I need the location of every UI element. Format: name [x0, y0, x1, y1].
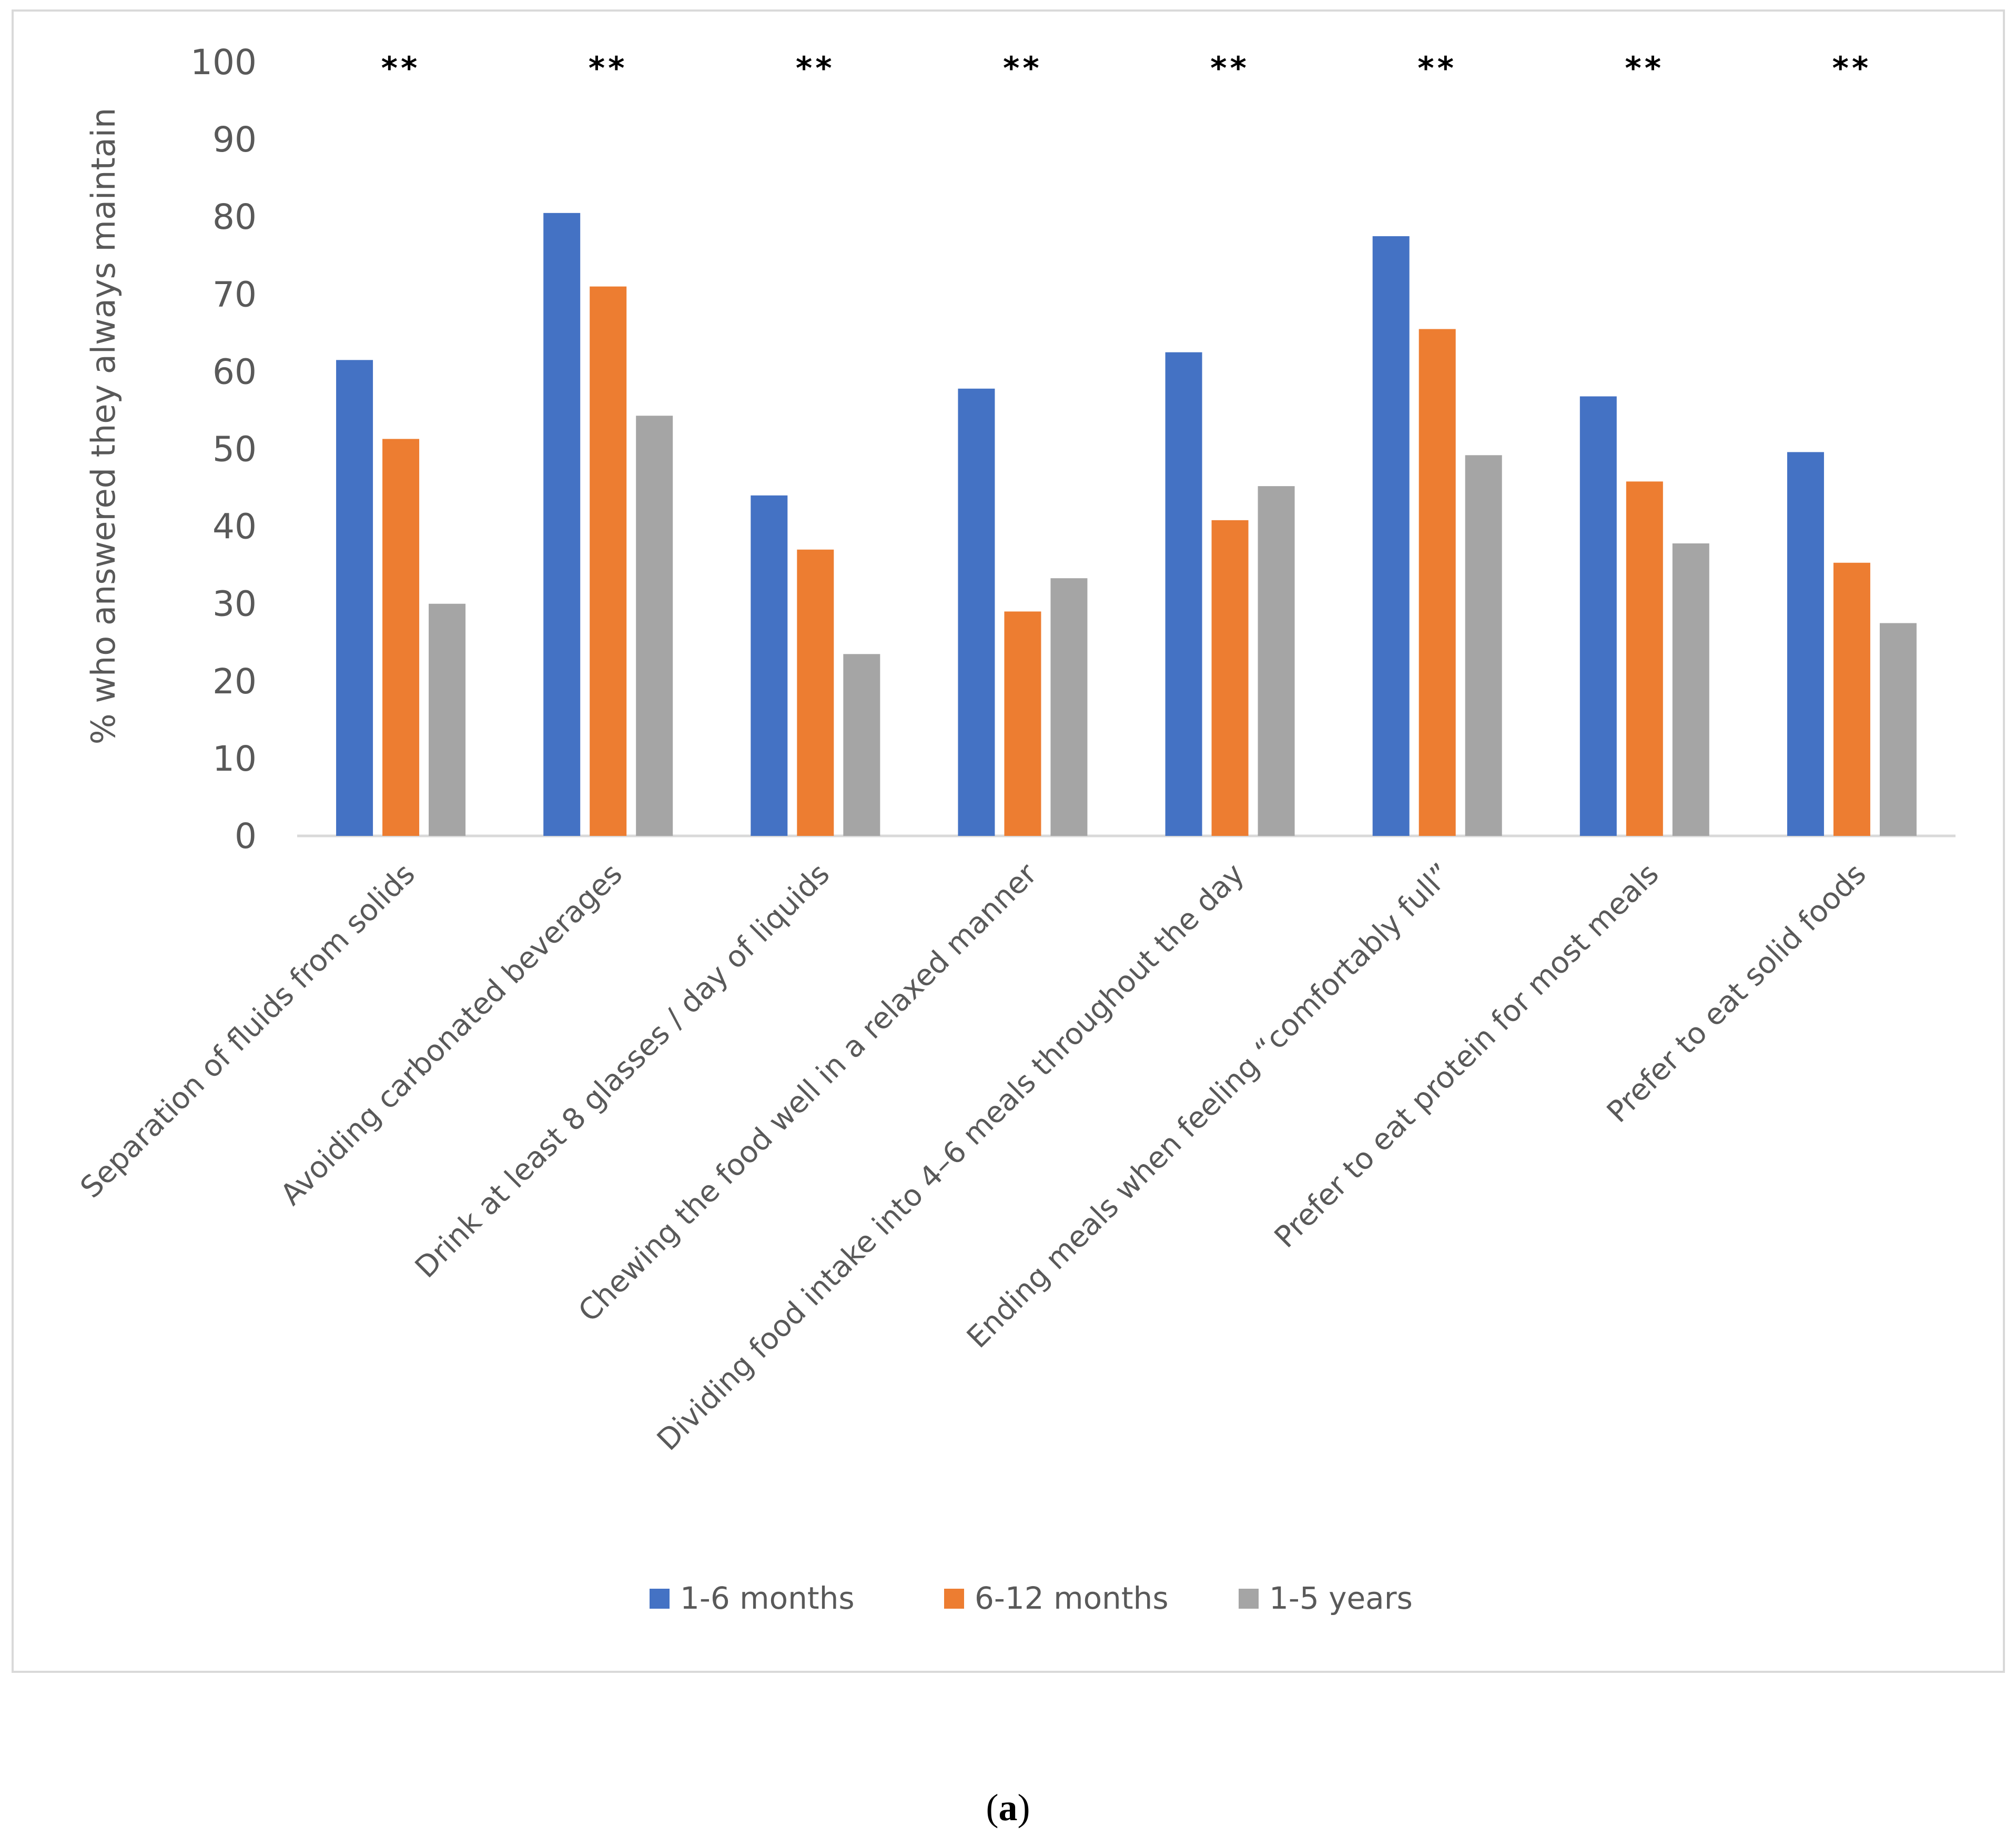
bar: [1672, 543, 1709, 836]
significance-marker: **: [1003, 50, 1042, 87]
bar: [1626, 481, 1663, 836]
y-tick-label: 0: [235, 816, 257, 856]
x-axis-tick-labels: Separation of fluids from solidsAvoiding…: [74, 856, 1873, 1457]
bar: [751, 495, 788, 836]
x-tick-label: Separation of fluids from solids: [74, 857, 422, 1205]
y-tick-label: 70: [212, 274, 257, 315]
bar: [1579, 396, 1617, 836]
bar: [843, 654, 880, 836]
bar: [382, 439, 420, 836]
legend-swatch: [650, 1589, 670, 1609]
caption-letter: a: [998, 1787, 1018, 1829]
legend: 1-6 months 6-12 months 1-5 years: [650, 1580, 1413, 1616]
bar: [336, 360, 373, 836]
significance-marker: **: [1625, 50, 1664, 87]
significance-marker: **: [589, 50, 628, 87]
bar: [1833, 562, 1870, 836]
y-tick-label: 60: [212, 351, 257, 392]
legend-swatch: [1239, 1589, 1259, 1609]
y-axis-ticks: 0 10 20 30 40 50 60 70 80 90 100: [190, 42, 257, 856]
legend-label: 6-12 months: [975, 1580, 1169, 1616]
significance-marker: **: [381, 50, 421, 87]
y-tick-label: 30: [212, 584, 257, 624]
bar: [1211, 520, 1249, 836]
x-tick-label: Avoiding carbonated beverages: [274, 857, 629, 1212]
x-tick-label: Chewing the food well in a relaxed manne…: [572, 856, 1044, 1329]
significance-marker: **: [1832, 50, 1872, 87]
x-tick-label: Ending meals when feeling “comfortably f…: [960, 857, 1458, 1355]
significance-marker: **: [1210, 50, 1250, 87]
significance-marker: **: [796, 50, 835, 87]
bar: [429, 603, 466, 836]
panel-caption: (a): [0, 1786, 2016, 1830]
bar: [1879, 623, 1917, 836]
x-tick-label: Prefer to eat protein for most meals: [1268, 857, 1666, 1255]
bar: [1465, 455, 1502, 836]
significance-markers: ** ** ** ** ** ** ** **: [381, 50, 1872, 87]
bar: [636, 416, 673, 836]
x-tick-label: Drink at least 8 glasses / day of liquid…: [409, 857, 836, 1285]
bars: [336, 213, 1917, 836]
bar: [1787, 452, 1824, 836]
legend-label: 1-6 months: [680, 1580, 855, 1616]
y-tick-label: 10: [212, 739, 257, 779]
y-tick-label: 40: [212, 507, 257, 547]
bar: [958, 388, 995, 836]
bar: [1258, 486, 1295, 836]
y-tick-label: 20: [212, 661, 257, 702]
legend-swatch: [944, 1589, 964, 1609]
bar: [1165, 352, 1202, 836]
bar: [1419, 329, 1456, 836]
bar-chart: % who answered they always maintain 0 10 2…: [74, 42, 1956, 1616]
y-axis-label: % who answered they always maintain: [84, 108, 123, 745]
caption-close: ): [1017, 1787, 1030, 1829]
y-tick-label: 90: [212, 119, 257, 160]
bar: [543, 213, 581, 836]
chart-frame: [12, 9, 2005, 1673]
bar: [590, 286, 627, 836]
y-tick-label: 80: [212, 197, 257, 237]
bar: [797, 549, 834, 836]
bar: [1372, 236, 1410, 836]
caption-open: (: [986, 1787, 999, 1829]
significance-marker: **: [1417, 50, 1457, 87]
y-tick-label: 50: [212, 429, 257, 470]
bar: [1050, 578, 1088, 836]
bar: [1004, 611, 1041, 836]
y-tick-label: 100: [190, 42, 257, 83]
legend-label: 1-5 years: [1269, 1580, 1413, 1616]
